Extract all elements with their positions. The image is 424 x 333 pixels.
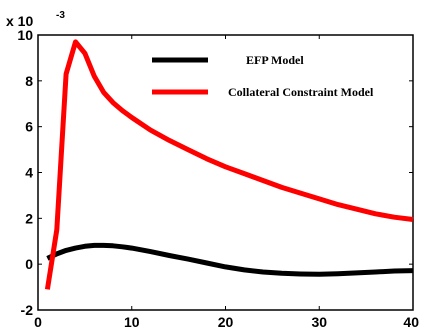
legend-label: EFP Model — [246, 53, 304, 67]
y-scale-exponent: -3 — [56, 10, 65, 21]
y-tick-label: 0 — [25, 256, 33, 272]
x-tick-label: 30 — [311, 314, 327, 330]
y-tick-label: 8 — [25, 73, 33, 89]
y-tick-label: 2 — [25, 210, 33, 226]
x-tick-label: 20 — [218, 314, 234, 330]
series-line-efp-model — [46, 242, 414, 277]
y-tick-label: 6 — [25, 119, 33, 135]
x-tick-label: 10 — [124, 314, 140, 330]
series-line-collateral-constraint-model — [44, 39, 414, 290]
y-scale-label: x 10 -3 — [6, 10, 65, 29]
x-tick-label: 0 — [34, 314, 42, 330]
y-tick-label: -2 — [21, 302, 34, 318]
y-tick-label: 4 — [25, 165, 33, 181]
y-scale-base: x 10 — [6, 13, 33, 29]
legend: EFP Model Collateral Constraint Model — [152, 53, 374, 99]
x-tick-label: 40 — [403, 314, 419, 330]
legend-label: Collateral Constraint Model — [228, 85, 374, 99]
y-tick-label: 10 — [17, 27, 33, 43]
series-group — [44, 39, 414, 290]
